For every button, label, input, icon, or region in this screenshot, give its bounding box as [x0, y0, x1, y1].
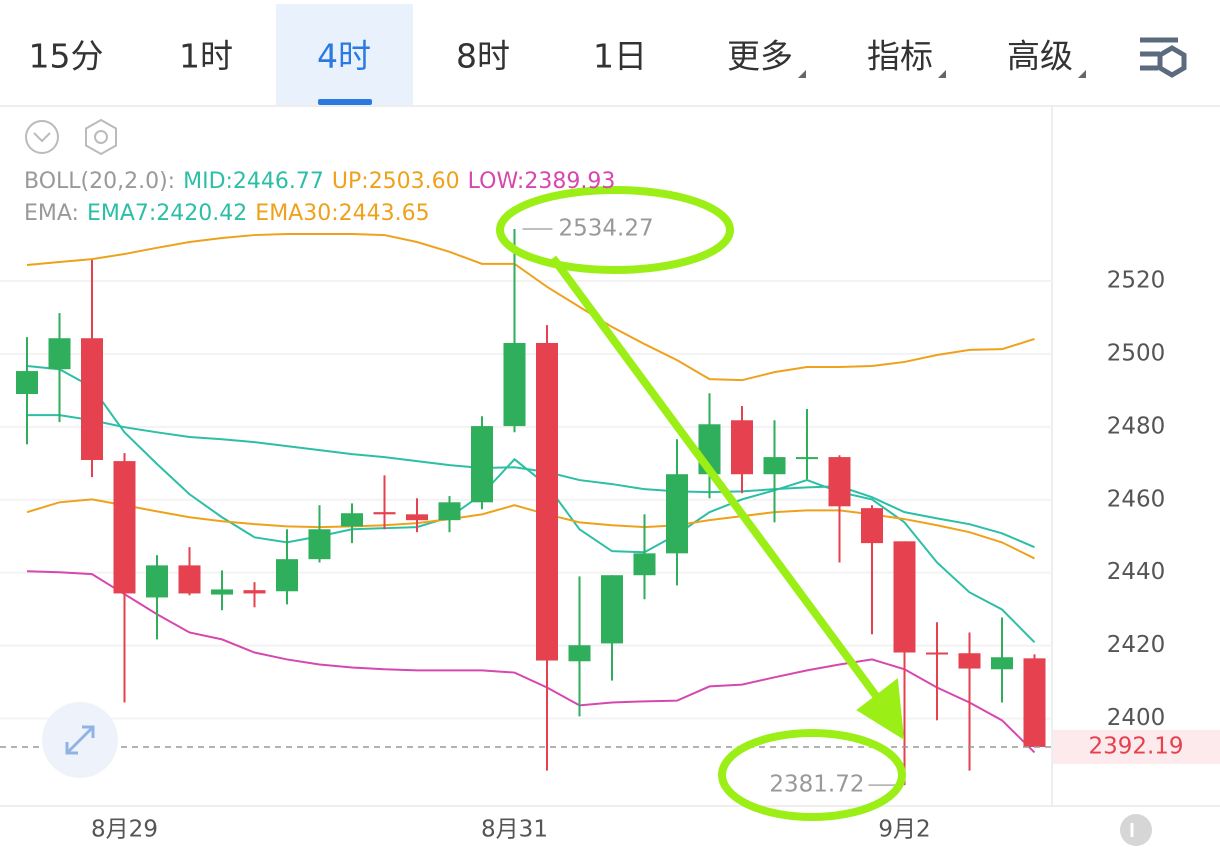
indicator-line	[27, 414, 1035, 549]
annotation	[496, 186, 906, 821]
tab[interactable]: 4时	[317, 37, 371, 76]
tab[interactable]: 1日	[593, 37, 647, 76]
y-tick-label: 2520	[1107, 268, 1166, 294]
candle-body	[243, 590, 266, 594]
candle-body	[211, 589, 233, 595]
legend-entry: UP:2503.60	[331, 169, 460, 194]
indicator-line	[26, 364, 1036, 644]
candle-body	[536, 342, 558, 661]
candle-body	[276, 559, 298, 592]
active-tab-underline	[318, 99, 372, 105]
dropdown-triangle	[1078, 70, 1086, 78]
scroll-end-button[interactable]	[1120, 814, 1152, 846]
plot-layer: 2400 2420 2440 2460 2480 2500 2520 8月29 8月31 9月2 2…	[0, 215, 1220, 843]
candle-body	[828, 457, 851, 507]
candle-body	[471, 426, 493, 503]
tab[interactable]: 8时	[456, 37, 510, 76]
legend-row: BOLL(20,2.0): MID:2446.77 UP:2503.60 LOW:23…	[24, 166, 623, 198]
candle-body	[893, 541, 916, 653]
candle-body	[16, 371, 38, 395]
y-tick-label: 2500	[1107, 340, 1166, 366]
candle-body	[308, 529, 331, 560]
tab[interactable]: 15分	[29, 37, 104, 76]
candle-body	[146, 565, 168, 598]
candle-body	[991, 657, 1013, 670]
candle-body	[601, 575, 623, 644]
collapse-chevron	[33, 132, 51, 143]
tab[interactable]: 1时	[179, 37, 233, 76]
legend-entry: LOW:2389.93	[467, 169, 616, 194]
candle-body	[1023, 658, 1046, 747]
y-tick-label: 2420	[1107, 632, 1166, 658]
legend-entry: MID:2446.77	[183, 169, 324, 194]
dropdown-triangle	[938, 70, 946, 78]
candle-body	[666, 474, 688, 554]
candle-body	[861, 508, 883, 544]
candle-body	[113, 461, 136, 594]
last-price-label: 2392.19	[1088, 733, 1183, 759]
candle-body	[568, 645, 591, 662]
settings-hex-icon[interactable]	[85, 118, 117, 156]
settings-hex-dot	[94, 130, 108, 144]
candle-body	[633, 553, 656, 576]
y-tick-label: 2460	[1107, 486, 1166, 512]
candle-body	[48, 338, 71, 370]
collapse-icon[interactable]	[25, 120, 59, 154]
candle-body	[406, 514, 428, 521]
active-tab-bg	[276, 4, 413, 105]
candle-body	[731, 420, 753, 475]
tab[interactable]: 高级	[1007, 37, 1073, 76]
y-tick-label: 2400	[1107, 705, 1166, 731]
candle-body	[373, 512, 396, 515]
settings-icon[interactable]	[1140, 37, 1187, 78]
last-price-tag	[1053, 729, 1220, 764]
candle-body	[341, 513, 363, 527]
candle-body	[81, 338, 103, 461]
legend: BOLL(20,2.0): MID:2446.77 UP:2503.60 LOW:23…	[24, 166, 623, 230]
legend-entry: EMA:	[24, 201, 79, 226]
legend-row: EMA: EMA7:2420.42 EMA30:2443.65	[24, 198, 623, 230]
indicator-line	[26, 570, 1036, 754]
candle-body	[438, 502, 461, 521]
candle-body	[958, 653, 981, 669]
dropdown-triangle	[798, 70, 806, 78]
legend-entry: EMA30:2443.65	[255, 201, 430, 226]
candle-body	[763, 457, 786, 475]
x-tick-label: 8月31	[481, 817, 548, 843]
y-tick-label: 2480	[1107, 413, 1166, 439]
candle-body	[796, 457, 818, 460]
candle-body	[926, 652, 948, 655]
candle-body	[178, 565, 201, 594]
x-tick-label: 9月2	[878, 817, 930, 843]
expand-icon	[65, 725, 95, 755]
candle-body	[503, 342, 526, 427]
indicator-line	[26, 232, 1035, 382]
x-tick-label: 8月29	[91, 817, 158, 843]
tab[interactable]: 指标	[867, 37, 933, 76]
legend-entry: EMA7:2420.42	[86, 201, 248, 226]
min-label: 2381.72	[769, 772, 864, 798]
y-tick-label: 2440	[1107, 559, 1166, 585]
tab[interactable]: 更多	[727, 37, 793, 76]
max-label: 2534.27	[559, 215, 654, 241]
legend-entry: BOLL(20,2.0):	[24, 169, 176, 194]
